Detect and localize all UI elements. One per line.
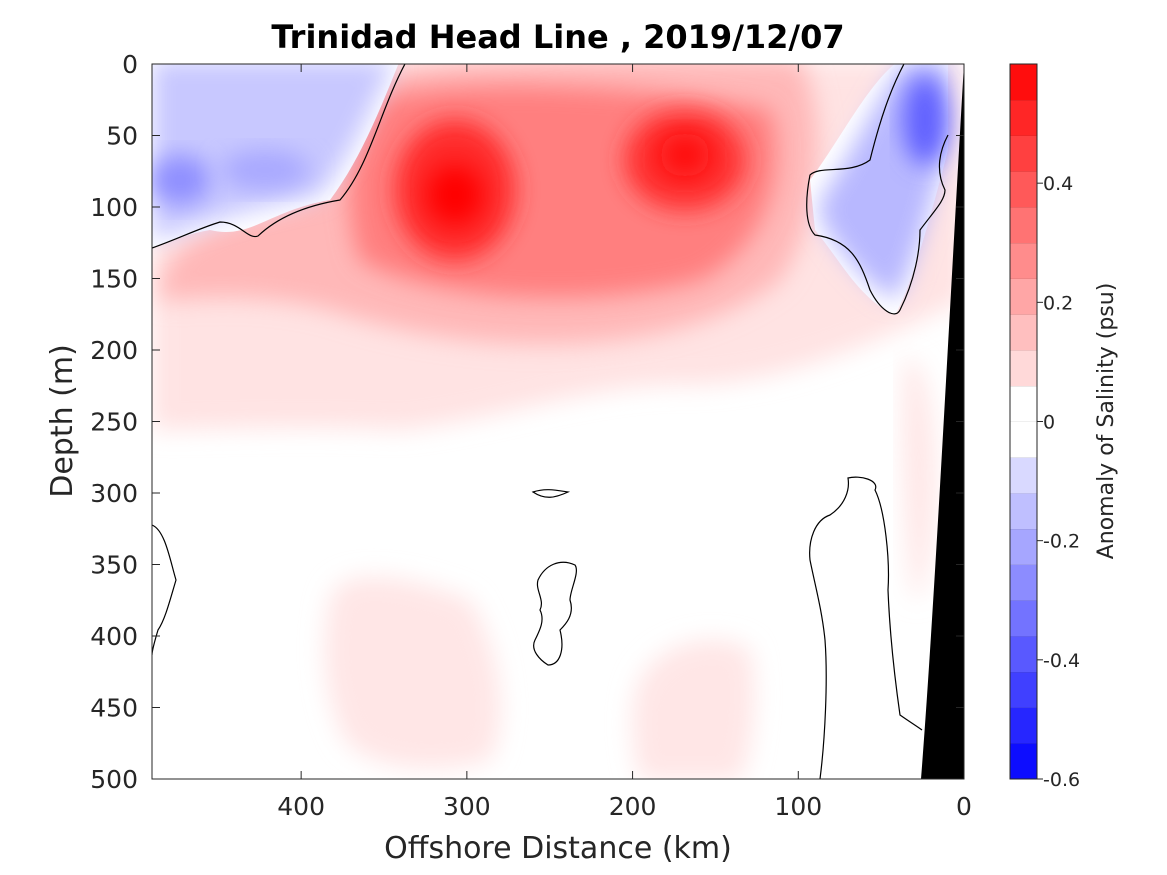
y-axis-label: Depth (m) — [45, 344, 80, 498]
nearshore-salinity-min — [903, 75, 947, 165]
x-tick-label: 400 — [277, 792, 325, 821]
anomaly-field — [152, 64, 964, 779]
salinity-max-center-east — [660, 133, 710, 177]
y-tick-label: 500 — [90, 765, 138, 794]
colorbar-level — [1010, 278, 1037, 315]
chart-title: Trinidad Head Line , 2019/12/07 — [271, 18, 844, 56]
colorbar-tick-label: 0.2 — [1043, 292, 1073, 314]
offshore-salinity-min — [152, 155, 210, 205]
colorbar-level — [1010, 743, 1037, 780]
x-axis: 400 300 200 100 0 — [277, 64, 972, 821]
colorbar-level — [1010, 207, 1037, 244]
colorbar-level — [1010, 421, 1037, 458]
bathymetry-seafloor — [921, 64, 964, 779]
offshore-salinity-min-2 — [220, 150, 310, 190]
zero-contours — [152, 64, 949, 779]
x-tick-label: 300 — [443, 792, 491, 821]
salinity-max-center-west — [427, 165, 483, 225]
plot-area — [151, 63, 965, 780]
x-axis-label: Offshore Distance (km) — [384, 831, 732, 866]
colorbar-level — [1010, 564, 1037, 601]
deep-positive-patch-1 — [325, 576, 501, 769]
y-tick-label: 300 — [90, 479, 138, 508]
colorbar-tick-label: 0 — [1043, 412, 1055, 434]
colorbar-level — [1010, 707, 1037, 744]
colorbar-level — [1010, 64, 1037, 101]
colorbar-level — [1010, 135, 1037, 172]
zero-contour-ring-small — [531, 489, 571, 498]
colorbar-tick-label: -0.2 — [1043, 531, 1080, 553]
colorbar-tick-label: 0.4 — [1043, 173, 1073, 195]
colorbar-tick-label: -0.6 — [1043, 769, 1080, 791]
zero-contour-west-edge — [152, 524, 177, 656]
deep-positive-patch-2 — [632, 640, 755, 779]
zero-contour-nearshore — [806, 64, 949, 315]
nearshore-positive-patch — [903, 358, 935, 600]
colorbar-level — [1010, 457, 1037, 494]
y-axis: 0 50 100 150 200 250 300 350 400 450 500 — [90, 50, 964, 794]
colorbar-level — [1010, 99, 1037, 136]
y-tick-label: 250 — [90, 408, 138, 437]
colorbar-level — [1010, 171, 1037, 208]
colorbar-level — [1010, 671, 1037, 708]
colorbar-level — [1010, 493, 1037, 530]
colorbar-level — [1010, 600, 1037, 637]
zero-contour-offshore — [152, 64, 406, 249]
y-tick-label: 50 — [106, 122, 138, 151]
colorbar-level — [1010, 528, 1037, 565]
y-tick-label: 450 — [90, 694, 138, 723]
y-tick-label: 200 — [90, 336, 138, 365]
colorbar-level — [1010, 242, 1037, 279]
x-tick-label: 200 — [609, 792, 657, 821]
colorbar-level — [1010, 314, 1037, 351]
x-tick-label: 0 — [956, 792, 972, 821]
y-tick-label: 150 — [90, 265, 138, 294]
colorbar-level — [1010, 350, 1037, 387]
colorbar-label: Anomaly of Salinity (psu) — [1094, 283, 1119, 560]
zero-contour-ring-deep — [533, 561, 577, 666]
colorbar-level — [1010, 636, 1037, 673]
y-tick-label: 350 — [90, 551, 138, 580]
colorbar-level — [1010, 385, 1037, 422]
colorbar: 0.4 0.2 0 -0.2 -0.4 -0.6 — [1009, 63, 1080, 791]
y-tick-label: 400 — [90, 622, 138, 651]
zero-contour-nearshore-deep — [809, 476, 923, 779]
y-tick-label: 0 — [122, 50, 138, 79]
x-tick-label: 100 — [774, 792, 822, 821]
y-tick-label: 100 — [90, 193, 138, 222]
colorbar-tick-label: -0.4 — [1043, 650, 1080, 672]
